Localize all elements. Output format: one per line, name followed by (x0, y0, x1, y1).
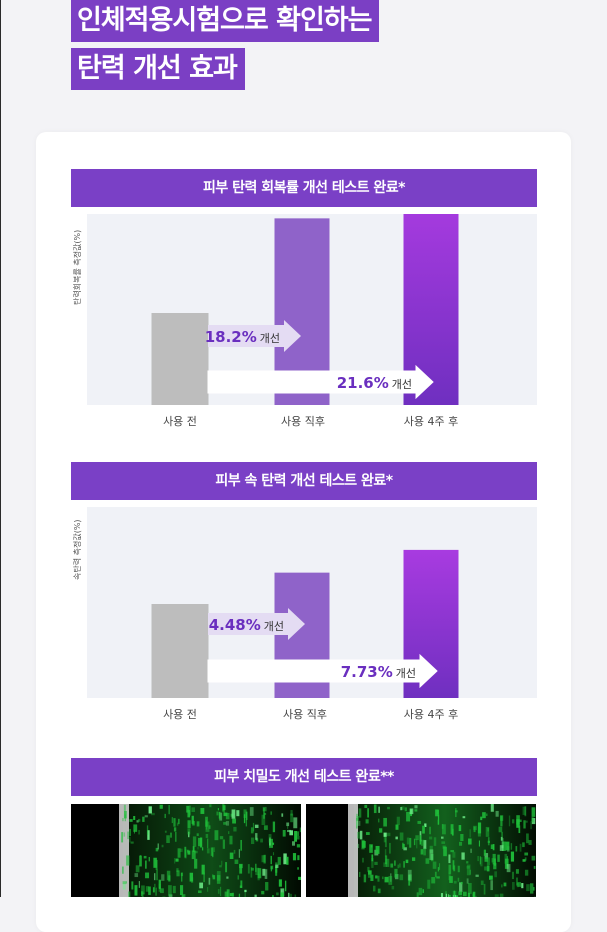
microscopy-image-left (71, 804, 301, 897)
density-title: 피부 치밀도 개선 테스트 완료** (71, 758, 537, 796)
chart1-xtick-2: 사용 4주 후 (391, 413, 471, 429)
chart2-xtick-0: 사용 전 (140, 706, 220, 722)
chart2-xtick-1: 사용 직후 (265, 706, 345, 722)
left-border (0, 0, 1, 897)
chart1-ylabel: 탄력회복률 측정값(%) (72, 230, 83, 305)
chart1-xtick-1: 사용 직후 (263, 413, 343, 429)
chart2-bar-0 (152, 604, 209, 698)
chart2-svg: 4.48%개선7.73%개선 (87, 507, 537, 698)
chart1-bar-0 (152, 313, 209, 405)
headline-line-2: 탄력 개선 효과 (71, 48, 245, 90)
chart1-title: 피부 탄력 회복률 개선 테스트 완료* (71, 169, 537, 207)
headline-line-1: 인체적용시험으로 확인하는 (71, 0, 379, 42)
chart2-ylabel: 속탄력 측정값(%) (72, 519, 83, 580)
chart2-title: 피부 속 탄력 개선 테스트 완료* (71, 462, 537, 500)
chart1-xtick-0: 사용 전 (140, 413, 220, 429)
density-image-after (306, 804, 536, 897)
microscopy-image-right (306, 804, 536, 897)
chart2-xtick-2: 사용 4주 후 (391, 706, 471, 722)
density-image-before (71, 804, 301, 897)
